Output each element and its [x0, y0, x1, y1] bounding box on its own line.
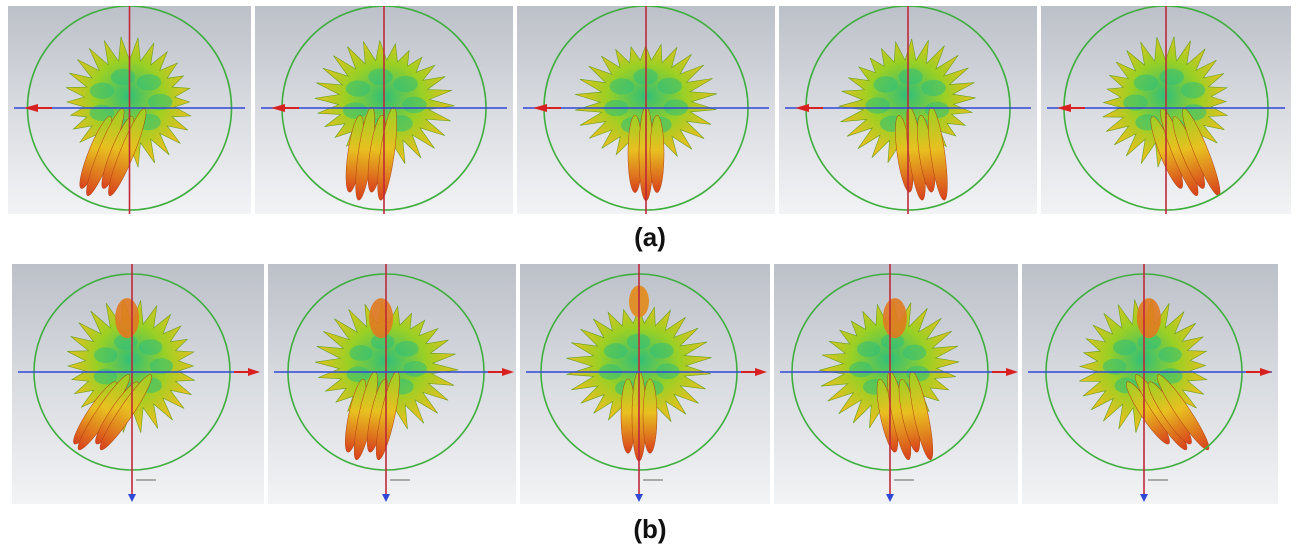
- pattern-texture: [865, 97, 890, 114]
- pattern-texture: [1133, 74, 1159, 91]
- pattern-texture: [395, 340, 419, 357]
- side-lobe: [1136, 298, 1161, 339]
- side-lobe: [369, 298, 394, 339]
- pattern-texture: [856, 341, 881, 357]
- pattern-texture: [370, 333, 395, 350]
- pattern-texture: [1159, 68, 1184, 86]
- pattern-texture: [136, 74, 162, 91]
- pattern-panel-b2: [268, 264, 516, 504]
- pattern-texture: [345, 80, 371, 97]
- arrow-icon: [1006, 368, 1018, 376]
- main-lobe: [1156, 374, 1210, 451]
- arrow-icon: [1057, 104, 1071, 112]
- arrow-icon: [533, 104, 547, 112]
- down-arrow-icon: [635, 494, 643, 502]
- radiation-pattern-row-b: [0, 262, 1300, 512]
- side-lobe: [882, 298, 907, 339]
- arrow-icon: [502, 368, 514, 376]
- pattern-svg: [526, 264, 767, 502]
- pattern-texture: [609, 78, 635, 95]
- pattern-texture: [849, 361, 873, 378]
- pattern-panel-b4: [774, 264, 1018, 504]
- pattern-texture: [89, 82, 115, 99]
- down-arrow-icon: [1140, 494, 1148, 502]
- pattern-svg: [780, 264, 1018, 502]
- pattern-texture: [603, 343, 628, 359]
- pattern-panel-a5: [1041, 6, 1291, 214]
- caption-a: (a): [634, 222, 666, 252]
- down-arrow-icon: [886, 494, 894, 502]
- down-arrow-icon: [128, 494, 136, 502]
- pattern-texture: [346, 366, 371, 383]
- pattern-texture: [902, 344, 927, 361]
- pattern-texture: [110, 68, 136, 86]
- pattern-panel-a3: [517, 6, 775, 214]
- pattern-texture: [349, 345, 373, 361]
- pattern-texture: [898, 68, 923, 85]
- pattern-texture: [138, 339, 163, 355]
- pattern-texture: [402, 96, 427, 114]
- pattern-texture: [403, 361, 427, 377]
- pattern-texture: [368, 68, 393, 85]
- arrow-icon: [1260, 368, 1272, 376]
- side-lobe: [115, 298, 140, 339]
- arrow-icon: [248, 368, 260, 376]
- caption-b: (b): [633, 514, 667, 544]
- pattern-panel-b1: [12, 264, 264, 504]
- pattern-svg: [785, 6, 1031, 214]
- pattern-panel-a4: [779, 6, 1037, 214]
- pattern-texture: [921, 79, 946, 97]
- pattern-panel-a2: [255, 6, 513, 214]
- pattern-texture: [1158, 346, 1182, 363]
- pattern-svg: [18, 264, 260, 502]
- arrow-icon: [271, 104, 285, 112]
- arrow-icon: [795, 104, 809, 112]
- down-arrow-icon: [382, 494, 390, 502]
- pattern-body: [66, 299, 196, 433]
- pattern-texture: [1102, 358, 1127, 375]
- pattern-svg: [261, 6, 507, 214]
- pattern-svg: [1028, 264, 1272, 502]
- pattern-texture: [1113, 339, 1137, 356]
- pattern-texture: [650, 342, 674, 359]
- pattern-texture: [149, 358, 174, 374]
- pattern-texture: [93, 347, 118, 363]
- pattern-svg: [523, 6, 769, 214]
- pattern-panel-b3: [520, 264, 770, 504]
- arrow-icon: [24, 104, 38, 112]
- pattern-svg: [14, 6, 245, 214]
- pattern-panel-b5: [1022, 264, 1278, 504]
- pattern-texture: [393, 75, 418, 93]
- arrow-icon: [755, 368, 767, 376]
- main-lobe: [649, 114, 665, 193]
- pattern-svg: [274, 264, 514, 502]
- radiation-pattern-row-a: [0, 0, 1300, 218]
- pattern-texture: [880, 333, 905, 350]
- pattern-texture: [873, 76, 899, 93]
- pattern-texture: [1123, 94, 1148, 111]
- pattern-panel-a1: [8, 6, 251, 214]
- pattern-body: [819, 301, 960, 430]
- main-lobe: [642, 378, 658, 454]
- pattern-texture: [147, 93, 173, 111]
- pattern-texture: [342, 102, 368, 119]
- pattern-body: [65, 36, 192, 168]
- pattern-svg: [1047, 6, 1285, 214]
- pattern-texture: [657, 77, 682, 95]
- pattern-texture: [1180, 81, 1206, 99]
